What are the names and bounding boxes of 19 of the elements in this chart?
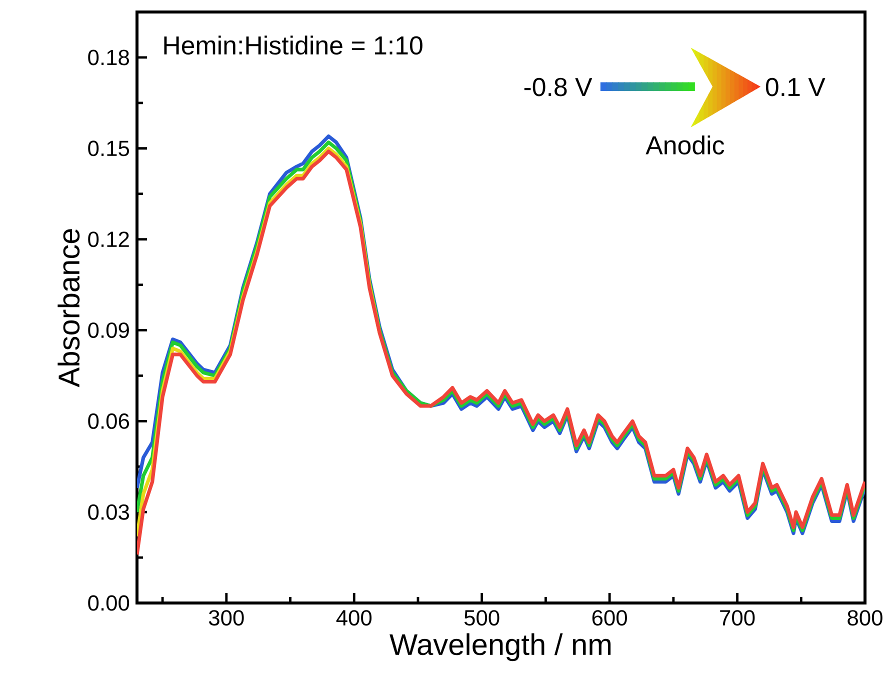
annotation: 0.1 V — [766, 78, 826, 96]
y-tick-label: 0.06 — [88, 413, 129, 429]
x-tick-label: 600 — [592, 610, 627, 626]
x-tick-label: 800 — [848, 610, 882, 626]
x-tick-label: 700 — [720, 610, 755, 626]
y-tick-label: 0.00 — [88, 595, 130, 611]
y-tick-label: 0.09 — [88, 322, 129, 338]
y-tick-label: 0.18 — [88, 50, 129, 66]
y-tick-label: 0.03 — [88, 504, 129, 520]
y-axis-title: Absorbance — [58, 229, 80, 388]
x-tick-label: 500 — [464, 610, 500, 626]
annotation: Hemin:Histidine = 1:10 — [164, 36, 422, 55]
annotation: Anodic — [646, 135, 724, 154]
x-tick-label: 400 — [336, 610, 372, 626]
annotation: -0.8 V — [524, 78, 592, 96]
y-tick-label: 0.12 — [88, 232, 129, 248]
y-tick-label: 0.15 — [88, 140, 130, 156]
x-axis-title: Wavelength / nm — [390, 633, 611, 662]
x-tick-label: 300 — [208, 610, 244, 626]
